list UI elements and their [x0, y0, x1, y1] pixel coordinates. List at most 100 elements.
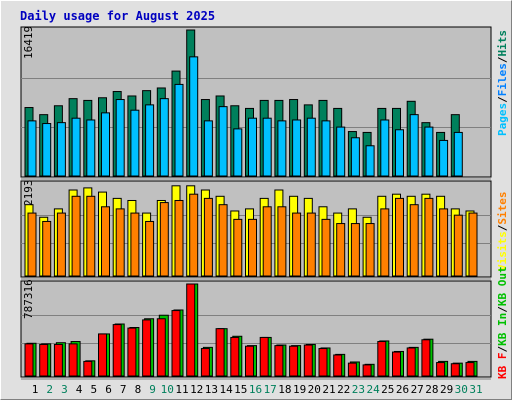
sites-bar-day-20 — [306, 212, 316, 277]
kbout-bar-day-8 — [127, 327, 137, 377]
kbout-bar-day-13 — [200, 348, 210, 377]
day-label-6: 6 — [105, 383, 112, 396]
legend-entry: KB In — [496, 313, 509, 346]
sites-bar-day-29 — [439, 208, 449, 277]
kbout-bar-day-6 — [98, 333, 107, 377]
legend-entry: / — [496, 306, 509, 313]
pages-bar-day-13 — [203, 120, 213, 177]
day-label-2: 2 — [46, 383, 53, 396]
pages-bar-day-25 — [380, 119, 390, 177]
sites-bar-day-15 — [233, 218, 243, 277]
pages-bar-day-17 — [262, 117, 272, 177]
day-label-24: 24 — [366, 383, 380, 396]
pages-bar-day-15 — [233, 128, 243, 177]
sites-bar-day-13 — [203, 197, 213, 277]
kbout-bar-day-30 — [450, 363, 460, 377]
day-label-4: 4 — [76, 383, 83, 396]
day-label-17: 17 — [264, 383, 277, 396]
pages-bar-day-16 — [248, 117, 257, 177]
sites-bar-day-7 — [115, 208, 125, 277]
day-label-25: 25 — [381, 383, 394, 396]
kbout-bar-day-31 — [465, 362, 475, 377]
kbin-kbout-panel — [20, 280, 492, 380]
day-label-21: 21 — [322, 383, 335, 396]
pages-bar-day-6 — [101, 112, 110, 177]
day-label-31: 31 — [469, 383, 482, 396]
day-label-13: 13 — [205, 383, 218, 396]
sites-bar-day-1 — [27, 212, 37, 277]
pages-bar-day-30 — [453, 131, 463, 177]
sites-bar-day-10 — [159, 202, 169, 277]
sites-bar-day-21 — [321, 218, 331, 277]
day-label-8: 8 — [135, 383, 142, 396]
sites-bar-day-8 — [130, 212, 140, 277]
day-label-3: 3 — [61, 383, 68, 396]
pages-bar-day-2 — [42, 123, 52, 177]
day-label-23: 23 — [352, 383, 365, 396]
panel3-ymax-label: 787316 — [22, 279, 35, 319]
pages-bar-day-20 — [306, 117, 316, 177]
kbout-bar-day-15 — [230, 336, 240, 377]
legend-entry: / — [496, 56, 509, 63]
kbout-bar-day-24 — [362, 364, 372, 377]
legend-panel-1: Pages/Files/Hits — [496, 30, 509, 136]
legend-entry: KB Out — [496, 266, 509, 306]
sites-bar-day-30 — [453, 214, 463, 277]
pages-bar-day-12 — [189, 56, 199, 177]
sites-bar-day-5 — [86, 195, 96, 277]
visits-sites-panel — [20, 180, 492, 280]
pages-bar-day-22 — [336, 126, 346, 177]
sites-bar-day-11 — [174, 199, 184, 277]
kbout-bar-day-20 — [303, 344, 313, 377]
pages-bar-day-10 — [159, 98, 169, 177]
day-label-28: 28 — [425, 383, 438, 396]
day-label-5: 5 — [90, 383, 97, 396]
kbout-bar-day-5 — [83, 360, 93, 377]
kbout-bar-day-14 — [215, 328, 225, 377]
day-label-9: 9 — [149, 383, 156, 396]
kbout-bar-day-12 — [186, 283, 196, 377]
day-label-11: 11 — [175, 383, 188, 396]
sites-bar-day-2 — [42, 220, 52, 277]
sites-bar-day-22 — [336, 223, 346, 277]
pages-bar-day-1 — [27, 120, 37, 177]
day-label-12: 12 — [190, 383, 203, 396]
kbout-bar-day-29 — [436, 362, 446, 377]
legend-entry: Pages — [496, 103, 509, 136]
sites-bar-day-27 — [409, 204, 419, 277]
kbout-bar-day-21 — [318, 348, 328, 377]
kbout-bar-day-3 — [53, 343, 63, 377]
kbout-bar-day-26 — [392, 351, 401, 377]
day-label-26: 26 — [396, 383, 409, 396]
day-label-29: 29 — [440, 383, 453, 396]
pages-bar-day-19 — [292, 119, 302, 177]
kbout-bar-day-28 — [421, 339, 431, 377]
sites-bar-day-31 — [468, 212, 478, 277]
pages-bar-day-4 — [71, 117, 81, 177]
kbout-bar-day-22 — [333, 354, 343, 377]
pages-bar-day-3 — [56, 122, 66, 177]
pages-bar-day-18 — [277, 120, 287, 177]
day-label-20: 20 — [308, 383, 321, 396]
kbout-bar-day-16 — [245, 345, 254, 377]
kbout-bar-day-11 — [171, 310, 181, 377]
sites-bar-day-19 — [292, 212, 302, 277]
sites-bar-day-18 — [277, 206, 287, 277]
pages-bar-day-5 — [86, 119, 96, 177]
legend-entry: Sites — [496, 192, 509, 225]
sites-bar-day-3 — [56, 212, 66, 277]
hits-files-pages-panel — [20, 26, 492, 180]
sites-bar-day-6 — [101, 206, 110, 277]
pages-bar-day-7 — [115, 99, 125, 177]
sites-bar-day-26 — [395, 197, 404, 277]
legend-entry: Files — [496, 63, 509, 96]
sites-bar-day-14 — [218, 204, 228, 277]
day-label-16: 16 — [249, 383, 262, 396]
day-label-14: 14 — [219, 383, 233, 396]
pages-bar-day-24 — [365, 145, 375, 177]
legend-entry: Visits — [496, 231, 509, 271]
kbout-bar-day-1 — [24, 343, 34, 377]
